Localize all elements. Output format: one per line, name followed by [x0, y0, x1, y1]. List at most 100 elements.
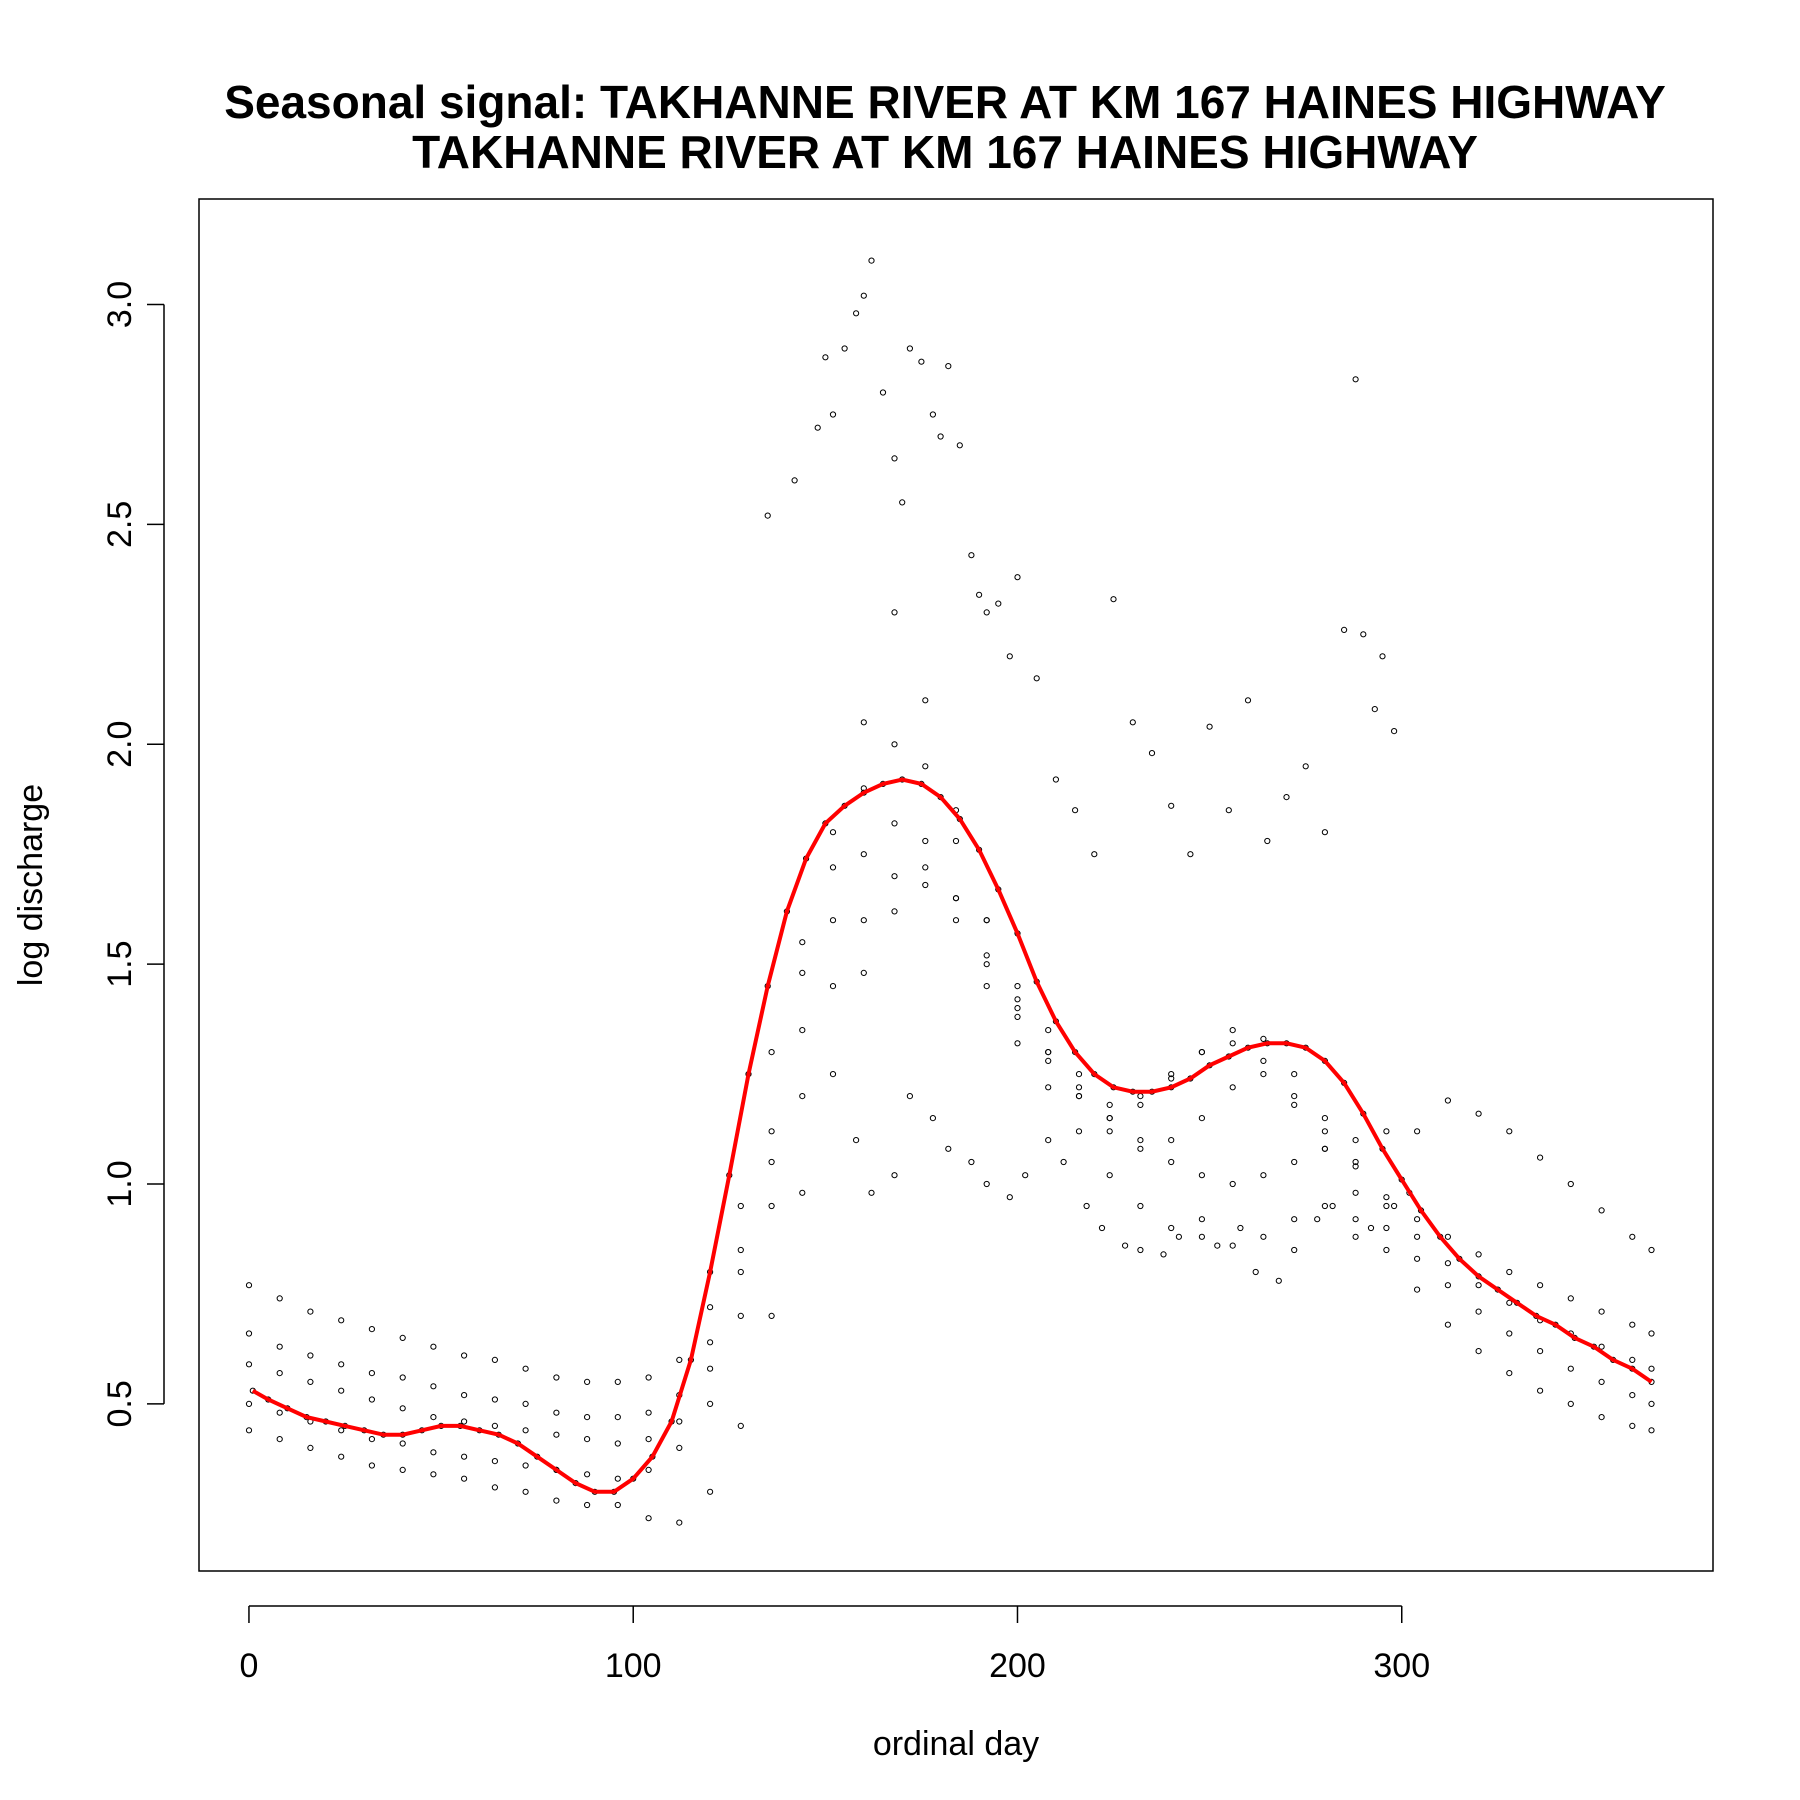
data-point	[614, 1475, 621, 1482]
data-point	[399, 1405, 406, 1412]
data-point	[922, 763, 929, 770]
data-point	[1629, 1392, 1636, 1399]
data-point	[1414, 1233, 1421, 1240]
data-point	[968, 1158, 975, 1166]
data-point	[1229, 1027, 1236, 1034]
data-point	[768, 1158, 775, 1166]
data-point	[1444, 1233, 1452, 1240]
data-point	[1098, 1224, 1106, 1232]
data-point	[1383, 1224, 1390, 1232]
data-point	[1283, 794, 1290, 801]
data-point	[1198, 1216, 1206, 1223]
data-point	[1137, 1093, 1144, 1100]
data-point	[307, 1378, 314, 1386]
data-point	[968, 552, 975, 559]
data-point	[1106, 1172, 1113, 1179]
data-point	[676, 1418, 683, 1425]
data-point	[1045, 1057, 1052, 1065]
data-point	[368, 1326, 375, 1333]
data-point	[922, 864, 929, 871]
data-point	[707, 1304, 714, 1311]
data-point	[430, 1449, 437, 1456]
data-point	[522, 1488, 529, 1495]
data-point	[522, 1427, 529, 1434]
data-point	[764, 512, 771, 519]
data-point	[1168, 1137, 1175, 1144]
data-point	[879, 389, 887, 396]
x-tick-label: 100	[605, 1647, 662, 1685]
data-point	[1122, 1242, 1129, 1249]
data-point	[1321, 1128, 1329, 1135]
data-point	[1321, 1115, 1329, 1122]
data-point	[1168, 1071, 1175, 1078]
data-point	[891, 873, 898, 880]
data-point	[584, 1414, 591, 1421]
y-tick-label: 2.5	[101, 501, 139, 548]
data-point	[338, 1427, 345, 1434]
x-tick-label: 200	[989, 1647, 1046, 1685]
data-point	[276, 1343, 283, 1350]
data-point	[768, 1202, 775, 1210]
data-point	[737, 1312, 744, 1320]
data-point	[768, 1128, 775, 1135]
data-point	[906, 1093, 914, 1100]
data-point	[1075, 1128, 1083, 1135]
data-point	[1629, 1321, 1636, 1328]
data-point	[491, 1396, 498, 1403]
y-tick-label: 0.5	[101, 1380, 139, 1427]
data-point	[868, 1189, 875, 1196]
data-point	[1314, 1216, 1321, 1223]
data-point	[1229, 1084, 1236, 1091]
data-point	[276, 1409, 283, 1416]
data-point	[799, 1189, 806, 1196]
data-point	[1506, 1330, 1513, 1337]
data-point	[1237, 1224, 1244, 1232]
data-point	[1075, 1084, 1083, 1091]
data-point	[1302, 763, 1309, 770]
data-point	[368, 1370, 375, 1377]
data-point	[1083, 1202, 1090, 1210]
data-point	[1414, 1286, 1421, 1293]
data-point	[1598, 1414, 1605, 1421]
data-point	[1475, 1282, 1482, 1289]
data-point	[522, 1462, 529, 1469]
data-point	[860, 969, 867, 977]
data-point	[791, 477, 798, 484]
data-point	[1168, 1075, 1175, 1082]
data-point	[1537, 1387, 1544, 1394]
y-tick-label: 1.5	[101, 941, 139, 988]
data-point	[399, 1440, 406, 1447]
data-point	[860, 292, 867, 299]
data-point	[1198, 1233, 1206, 1240]
data-point	[1006, 1194, 1013, 1201]
chart-subtitle: TAKHANNE RIVER AT KM 167 HAINES HIGHWAY	[412, 126, 1478, 178]
data-point	[399, 1334, 406, 1342]
data-point	[1022, 1172, 1029, 1179]
data-point	[1006, 653, 1013, 660]
data-point	[799, 939, 806, 946]
data-point	[368, 1462, 375, 1469]
data-point	[1383, 1194, 1390, 1201]
data-point	[1137, 1101, 1144, 1109]
data-point	[399, 1466, 406, 1474]
data-point	[491, 1422, 498, 1430]
y-tick-label: 1.0	[101, 1160, 139, 1207]
data-point	[1225, 807, 1232, 814]
data-point	[737, 1246, 744, 1254]
data-point	[1506, 1128, 1513, 1135]
x-axis-label: ordinal day	[873, 1725, 1039, 1763]
data-point	[829, 983, 837, 990]
data-point	[1598, 1308, 1605, 1315]
y-axis: 0.5 1.0 1.5 2.0 2.5 3.0	[101, 281, 165, 1428]
data-point	[976, 591, 983, 598]
data-point	[1260, 1233, 1267, 1240]
data-point	[1106, 1115, 1113, 1122]
data-point	[1291, 1158, 1298, 1166]
data-point	[1475, 1251, 1482, 1258]
data-point	[645, 1374, 652, 1381]
data-point	[553, 1409, 560, 1416]
data-point	[853, 310, 860, 317]
data-point	[1414, 1128, 1421, 1135]
data-point	[276, 1295, 283, 1302]
data-point	[1629, 1233, 1636, 1240]
